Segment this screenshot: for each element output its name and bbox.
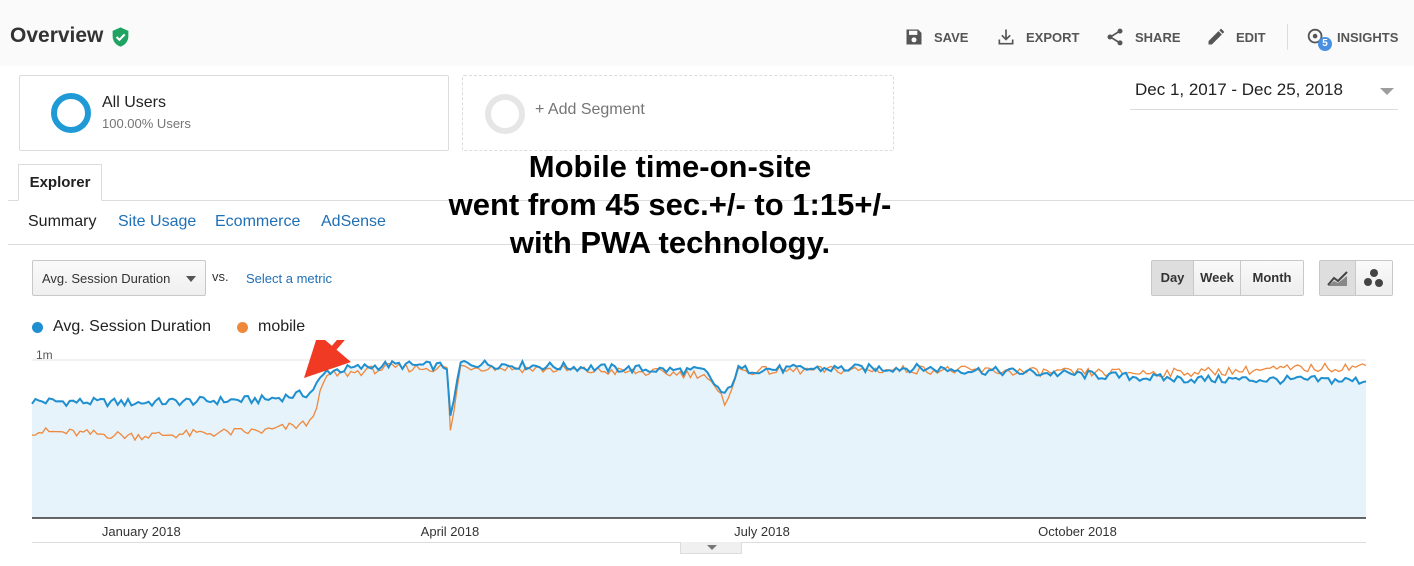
caret-down-icon [1380,88,1394,95]
series-area-fill [32,360,1366,518]
annotation-line-1: Mobile time-on-site [528,149,812,184]
legend-item-session-duration[interactable]: Avg. Session Duration [32,318,211,336]
share-button[interactable]: SHARE [1105,26,1181,48]
export-button[interactable]: EXPORT [996,26,1079,48]
save-label: SAVE [934,29,969,45]
download-icon [998,29,1014,45]
x-tick-label: October 2018 [1038,524,1117,539]
legend-label: mobile [258,318,306,335]
edit-button[interactable]: EDIT [1206,26,1266,48]
date-range-picker[interactable]: Dec 1, 2017 - Dec 25, 2018 [1130,80,1398,110]
page-title: Overview [10,24,104,47]
x-tick-label: April 2018 [421,524,480,539]
select-metric-link[interactable]: Select a metric [246,271,332,286]
pencil-icon [1208,28,1225,45]
tab-explorer[interactable]: Explorer [18,164,102,201]
insights-button[interactable]: 5 INSIGHTS [1305,26,1399,51]
export-label: EXPORT [1026,29,1080,45]
insights-icon [1307,28,1323,44]
share-icon [1107,28,1123,46]
line-chart-icon [1326,271,1348,286]
save-button[interactable]: SAVE [904,26,968,48]
legend-label: Avg. Session Duration [53,318,212,335]
insights-badge: 5 [1318,37,1332,51]
segment-all-users[interactable]: All Users 100.00% Users [19,75,449,151]
metric-dropdown[interactable]: Avg. Session Duration [32,260,206,296]
subtab-summary[interactable]: Summary [28,213,97,230]
week-button[interactable]: Week [1194,261,1241,295]
mobile-series-line [31,362,1367,442]
annotation-arrow-shaft [331,340,345,350]
day-button[interactable]: Day [1152,261,1194,295]
x-tick-label: January 2018 [102,524,181,539]
subtab-divider [8,244,1414,245]
expand-chart-handle[interactable] [680,542,742,554]
session-duration-series-line [31,358,1367,416]
tab-divider [8,200,1414,201]
legend-item-mobile[interactable]: mobile [237,318,305,336]
toolbar-divider [1287,24,1288,50]
motion-chart-button[interactable] [1356,261,1392,295]
annotation-text: Mobile time-on-site went from 45 sec.+/-… [420,148,920,262]
edit-label: EDIT [1236,29,1266,45]
month-button[interactable]: Month [1241,261,1303,295]
x-tick-label: July 2018 [734,524,790,539]
metric-dropdown-label: Avg. Session Duration [42,271,171,286]
vs-label: vs. [212,269,229,284]
legend-dot-icon [237,321,248,333]
share-label: SHARE [1135,29,1181,45]
verified-shield-icon [112,27,129,47]
subtab-adsense[interactable]: AdSense [321,213,386,230]
bubble-chart-icon [1364,269,1383,287]
insights-label: INSIGHTS [1337,29,1399,45]
annotation-arrowhead [304,340,351,378]
segment-subtitle: 100.00% Users [102,116,191,131]
save-icon [906,29,922,45]
chart-type-toggle [1319,260,1393,296]
add-segment-label: + Add Segment [535,101,645,118]
date-range-label: Dec 1, 2017 - Dec 25, 2018 [1135,80,1343,99]
caret-down-icon [186,276,196,282]
granularity-toggle: Day Week Month [1151,260,1304,296]
line-chart-button[interactable] [1320,261,1356,295]
subtab-ecommerce[interactable]: Ecommerce [215,213,301,230]
annotation-line-2: went from 45 sec.+/- to 1:15+/- [448,187,892,222]
segment-title: All Users [102,94,167,111]
subtab-site-usage[interactable]: Site Usage [118,213,197,230]
top-bar [0,0,1414,66]
annotation-line-3: with PWA technology. [509,225,831,260]
legend-dot-icon [32,321,43,333]
segment-donut-icon [51,93,91,133]
y-tick-label: 1m [36,348,53,362]
empty-segment-icon [485,94,525,134]
add-segment-button[interactable]: + Add Segment [462,75,894,151]
